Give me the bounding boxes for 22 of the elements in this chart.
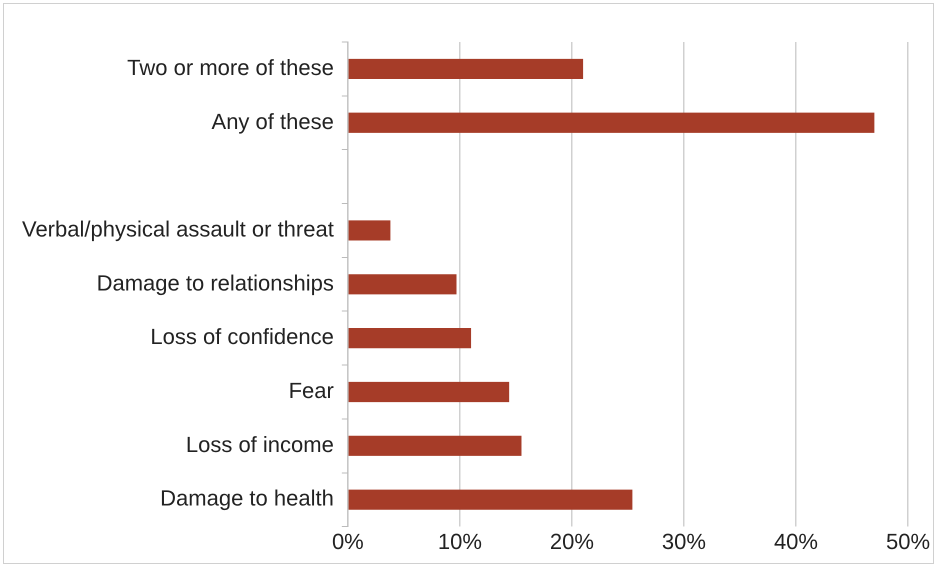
x-tick-label: 30%: [662, 528, 706, 554]
bar: [348, 328, 472, 348]
y-tick-label: Loss of income: [186, 432, 334, 457]
bar: [348, 382, 510, 402]
x-tick-label: 20%: [550, 528, 594, 554]
y-tick-label: Two or more of these: [127, 54, 334, 80]
y-tick-label: Loss of confidence: [150, 324, 334, 350]
y-tick-label: Fear: [288, 378, 334, 404]
bar: [348, 58, 584, 80]
y-tick-label: Damage to relationships: [96, 270, 334, 296]
x-tick-label: 50%: [886, 528, 930, 554]
bar: [348, 436, 522, 456]
bar: [348, 112, 874, 133]
bar: [348, 490, 632, 510]
x-tick-label: 40%: [774, 528, 818, 554]
x-tick-label: 0%: [332, 528, 364, 554]
bar: [348, 274, 457, 294]
y-tick-label: Verbal/physical assault or threat: [22, 216, 334, 242]
x-tick-label: 10%: [438, 528, 482, 554]
y-tick-label: Damage to health: [160, 486, 334, 511]
y-tick-label: Any of these: [212, 108, 334, 134]
bar: [348, 220, 390, 241]
